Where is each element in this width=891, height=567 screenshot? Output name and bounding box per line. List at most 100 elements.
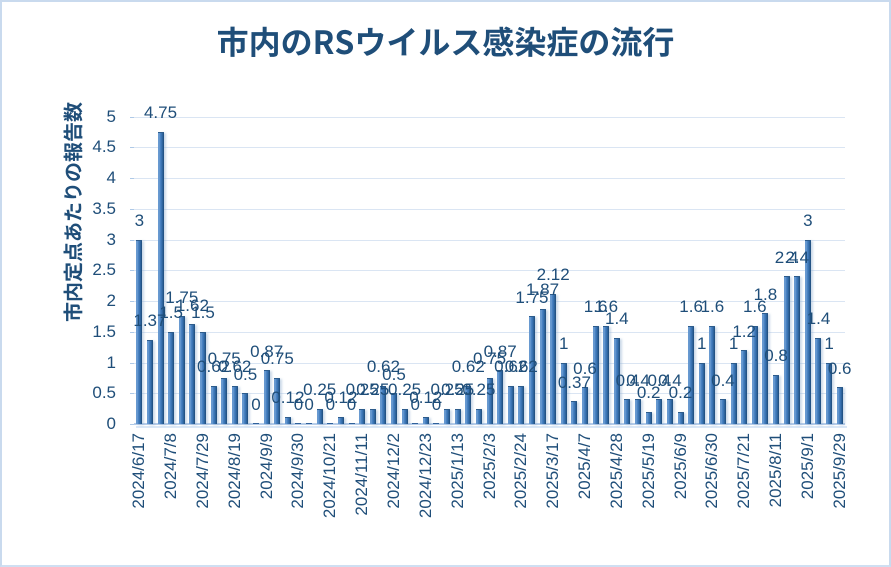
- x-tick-label: 2025/4/28: [606, 433, 626, 509]
- bar: [688, 325, 695, 424]
- bar-zero-mark: [348, 422, 355, 424]
- y-tick-label: 5: [106, 106, 116, 126]
- x-axis-line: [134, 423, 845, 425]
- bar: [157, 131, 164, 424]
- bar-data-label: 0.12: [271, 388, 305, 408]
- bar: [624, 399, 631, 424]
- bar-data-label: 2.12: [536, 265, 570, 285]
- y-tick-label: 2.5: [92, 260, 116, 280]
- bar-data-label: 0.25: [441, 380, 475, 400]
- y-axis-tick: [130, 270, 134, 272]
- gridline: [134, 331, 845, 333]
- bar-data-label: 1.8: [753, 284, 778, 304]
- bar-data-label: 0.4: [615, 370, 640, 390]
- bar: [656, 399, 663, 424]
- bar: [794, 276, 801, 424]
- bar-data-label: 0.25: [388, 380, 422, 400]
- bar-data-label: 0.4: [626, 370, 650, 390]
- bar-data-label: 1.37: [133, 311, 167, 331]
- x-tick-label: 2025/5/19: [638, 433, 658, 509]
- bar: [582, 387, 588, 424]
- x-tick-label: 2025/2/3: [479, 433, 499, 500]
- bar-data-label: 0.62: [197, 357, 231, 377]
- bar: [199, 331, 206, 424]
- bar: [815, 337, 822, 424]
- bar-data-label: 0.4: [658, 370, 682, 390]
- gridline: [134, 362, 845, 364]
- bar: [136, 239, 143, 424]
- bar-data-label: 0.25: [356, 380, 390, 400]
- bar-data-label: 0.75: [260, 349, 294, 369]
- bar-data-label: 1.6: [679, 297, 703, 316]
- gridline: [134, 116, 845, 118]
- bar: [698, 362, 705, 424]
- y-axis-tick: [130, 362, 134, 364]
- bar-data-label: 0: [346, 395, 357, 415]
- bar-zero-mark: [327, 422, 334, 424]
- bar: [836, 387, 843, 424]
- bar-zero-mark: [306, 422, 313, 424]
- y-axis-tick: [130, 147, 134, 149]
- bar: [762, 313, 769, 424]
- gridline: [134, 239, 845, 241]
- bar-data-label: 0.25: [462, 380, 496, 400]
- x-tick-label: 2024/7/29: [192, 433, 212, 509]
- bar-data-label: 1.87: [526, 280, 560, 300]
- bar-data-label: 1: [559, 333, 569, 353]
- bar-data-label: 1.5: [191, 303, 215, 323]
- x-tick-label: 2025/4/7: [575, 433, 594, 500]
- y-tick-label: 0.5: [92, 383, 116, 403]
- bar-data-label: 3: [134, 210, 145, 230]
- x-tick-label: 2025/8/11: [766, 433, 786, 508]
- bar: [539, 308, 546, 424]
- bar: [444, 408, 451, 424]
- bar-data-label: 0: [410, 395, 420, 415]
- y-tick-label: 2: [106, 291, 116, 310]
- x-tick-label: 2024/12/23: [415, 433, 435, 519]
- bar: [730, 362, 737, 424]
- bar: [369, 408, 376, 424]
- bar: [263, 370, 270, 424]
- bar-data-label: 0.62: [218, 357, 252, 377]
- bar-data-label: 0: [251, 395, 261, 415]
- bar: [783, 276, 790, 424]
- x-tick-label: 2024/8/19: [224, 433, 244, 509]
- bar: [189, 324, 196, 424]
- bar: [242, 393, 249, 424]
- bar: [804, 239, 811, 424]
- bar: [178, 316, 185, 424]
- bar-data-label: 0.2: [668, 383, 693, 403]
- y-axis-tick: [130, 239, 134, 241]
- bar: [486, 377, 493, 424]
- bar: [168, 331, 175, 424]
- bar-zero-mark: [295, 422, 302, 424]
- gridline: [134, 270, 845, 272]
- bar: [422, 416, 429, 424]
- bar-data-label: 0: [325, 395, 336, 415]
- bar: [337, 416, 344, 424]
- bar-data-label: 0.5: [382, 364, 406, 384]
- bar-data-label: 1.75: [515, 287, 549, 307]
- bar: [528, 316, 535, 424]
- bar: [221, 377, 228, 424]
- y-axis-tick: [130, 116, 134, 118]
- gridline: [134, 208, 845, 210]
- bar-data-label: 0.62: [451, 357, 485, 377]
- bar-data-label: 0.25: [430, 380, 464, 400]
- x-tick-label: 2024/7/8: [161, 433, 181, 500]
- y-tick-label: 1.5: [92, 321, 116, 341]
- bar: [454, 408, 461, 424]
- bar: [709, 325, 716, 424]
- bar: [571, 401, 578, 424]
- bar-data-label: 3: [803, 210, 813, 230]
- bar: [826, 362, 833, 424]
- x-axis-shadow: [136, 425, 847, 428]
- bar-data-label: 0.12: [409, 388, 443, 408]
- bar-data-label: 1.6: [594, 297, 619, 316]
- bar-data-label: 1: [728, 333, 739, 353]
- bar-data-label: 1.4: [806, 309, 831, 329]
- y-tick-label: 4.5: [92, 137, 116, 157]
- bar: [316, 408, 323, 424]
- bar: [359, 408, 366, 424]
- bar-data-label: 0.6: [827, 358, 852, 378]
